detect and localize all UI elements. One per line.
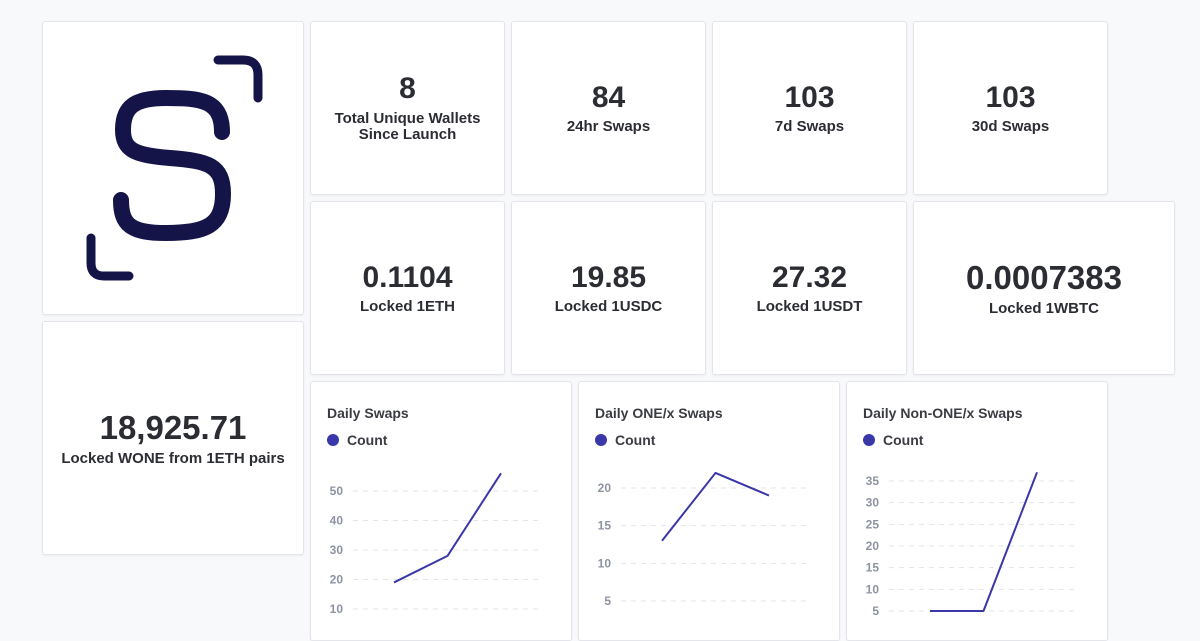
stat-label: Locked 1WBTC (988, 299, 1099, 317)
data-point[interactable] (710, 467, 722, 479)
chart-plot: 5 10 15 20 25 30 35 (866, 466, 1077, 618)
y-tick-label: 30 (330, 543, 344, 557)
chart-card-daily-onex-swaps: Daily ONE/x Swaps Count 5 10 15 20 (578, 381, 840, 641)
stat-value: 19.85 (570, 260, 647, 294)
chart-legend[interactable]: Count (863, 432, 923, 448)
stat-value: 103 (985, 80, 1036, 114)
stat-value: 18,925.71 (99, 408, 247, 446)
y-tick-label: 35 (866, 474, 880, 488)
stat-value: 0.0007383 (966, 258, 1122, 296)
legend-label: Count (883, 432, 924, 448)
chart-legend[interactable]: Count (595, 432, 655, 448)
chart-legend[interactable]: Count (327, 432, 387, 448)
chart-title: Daily ONE/x Swaps (595, 405, 723, 421)
stat-card-30d-swaps: 103 30d Swaps (913, 21, 1108, 195)
legend-label: Count (347, 432, 388, 448)
y-tick-label: 15 (598, 519, 612, 533)
series-line (930, 471, 1038, 612)
data-point[interactable] (656, 535, 668, 547)
legend-dot-icon (595, 434, 607, 446)
stat-label: Total Unique Wallets Since Launch (334, 109, 481, 144)
brand-logo-icon (86, 55, 263, 281)
y-tick-label: 25 (866, 517, 880, 531)
stat-card-locked-wone: 18,925.71 Locked WONE from 1ETH pairs (42, 321, 304, 555)
legend-label: Count (615, 432, 656, 448)
data-point[interactable] (978, 605, 990, 617)
y-tick-label: 10 (598, 556, 612, 570)
y-tick-label: 10 (330, 602, 344, 616)
data-point[interactable] (495, 467, 507, 479)
stat-label: 24hr Swaps (566, 118, 651, 135)
y-tick-label: 50 (330, 484, 344, 498)
stat-card-locked-1usdc: 19.85 Locked 1USDC (511, 201, 706, 375)
legend-dot-icon (863, 434, 875, 446)
logo-letter-s (113, 90, 231, 241)
stat-label: 7d Swaps (774, 118, 845, 135)
chart-title: Daily Non-ONE/x Swaps (863, 405, 1023, 421)
y-tick-label: 10 (866, 582, 880, 596)
y-tick-label: 20 (598, 481, 612, 495)
y-tick-label: 20 (866, 539, 880, 553)
stat-card-unique-wallets: 8 Total Unique Wallets Since Launch (310, 21, 505, 195)
logo-bracket-top-right (213, 55, 263, 103)
y-tick-label: 15 (866, 561, 880, 575)
stat-card-locked-1eth: 0.1104 Locked 1ETH (310, 201, 505, 375)
chart-card-daily-swaps: Daily Swaps Count 10 20 30 40 50 (310, 381, 572, 641)
stat-card-locked-1wbtc: 0.0007383 Locked 1WBTC (913, 201, 1175, 375)
stat-label: Locked 1USDT (756, 298, 863, 315)
stat-label: 30d Swaps (971, 118, 1050, 135)
series-line (661, 471, 770, 542)
series-line (393, 472, 502, 584)
stat-value: 103 (784, 80, 835, 114)
y-tick-label: 20 (330, 573, 344, 587)
stat-label: Locked 1USDC (554, 298, 663, 315)
data-point[interactable] (1031, 466, 1043, 478)
stat-value: 8 (399, 72, 416, 106)
chart-plot: 10 20 30 40 50 (330, 467, 541, 616)
stat-value: 27.32 (771, 260, 848, 294)
data-point[interactable] (442, 550, 454, 562)
stat-value: 0.1104 (362, 260, 453, 294)
stat-label: Locked 1ETH (359, 298, 456, 315)
chart-card-daily-non-onex-swaps: Daily Non-ONE/x Swaps Count 5 10 15 20 25 30 3… (846, 381, 1108, 641)
stat-card-7d-swaps: 103 7d Swaps (712, 21, 907, 195)
legend-dot-icon (327, 434, 339, 446)
stat-card-24hr-swaps: 84 24hr Swaps (511, 21, 706, 195)
y-tick-label: 30 (866, 496, 880, 510)
chart-title: Daily Swaps (327, 405, 409, 421)
y-tick-label: 5 (872, 604, 879, 618)
data-point[interactable] (763, 490, 775, 502)
logo-bracket-bottom-left (86, 233, 134, 281)
chart-plot: 5 10 15 20 (598, 467, 809, 608)
logo-card (42, 21, 304, 315)
stat-value: 84 (591, 80, 626, 114)
stat-card-locked-1usdt: 27.32 Locked 1USDT (712, 201, 907, 375)
data-point[interactable] (924, 605, 936, 617)
y-tick-label: 5 (604, 594, 611, 608)
data-point[interactable] (388, 576, 400, 588)
stat-label: Locked WONE from 1ETH pairs (61, 449, 285, 467)
y-tick-label: 40 (330, 514, 344, 528)
